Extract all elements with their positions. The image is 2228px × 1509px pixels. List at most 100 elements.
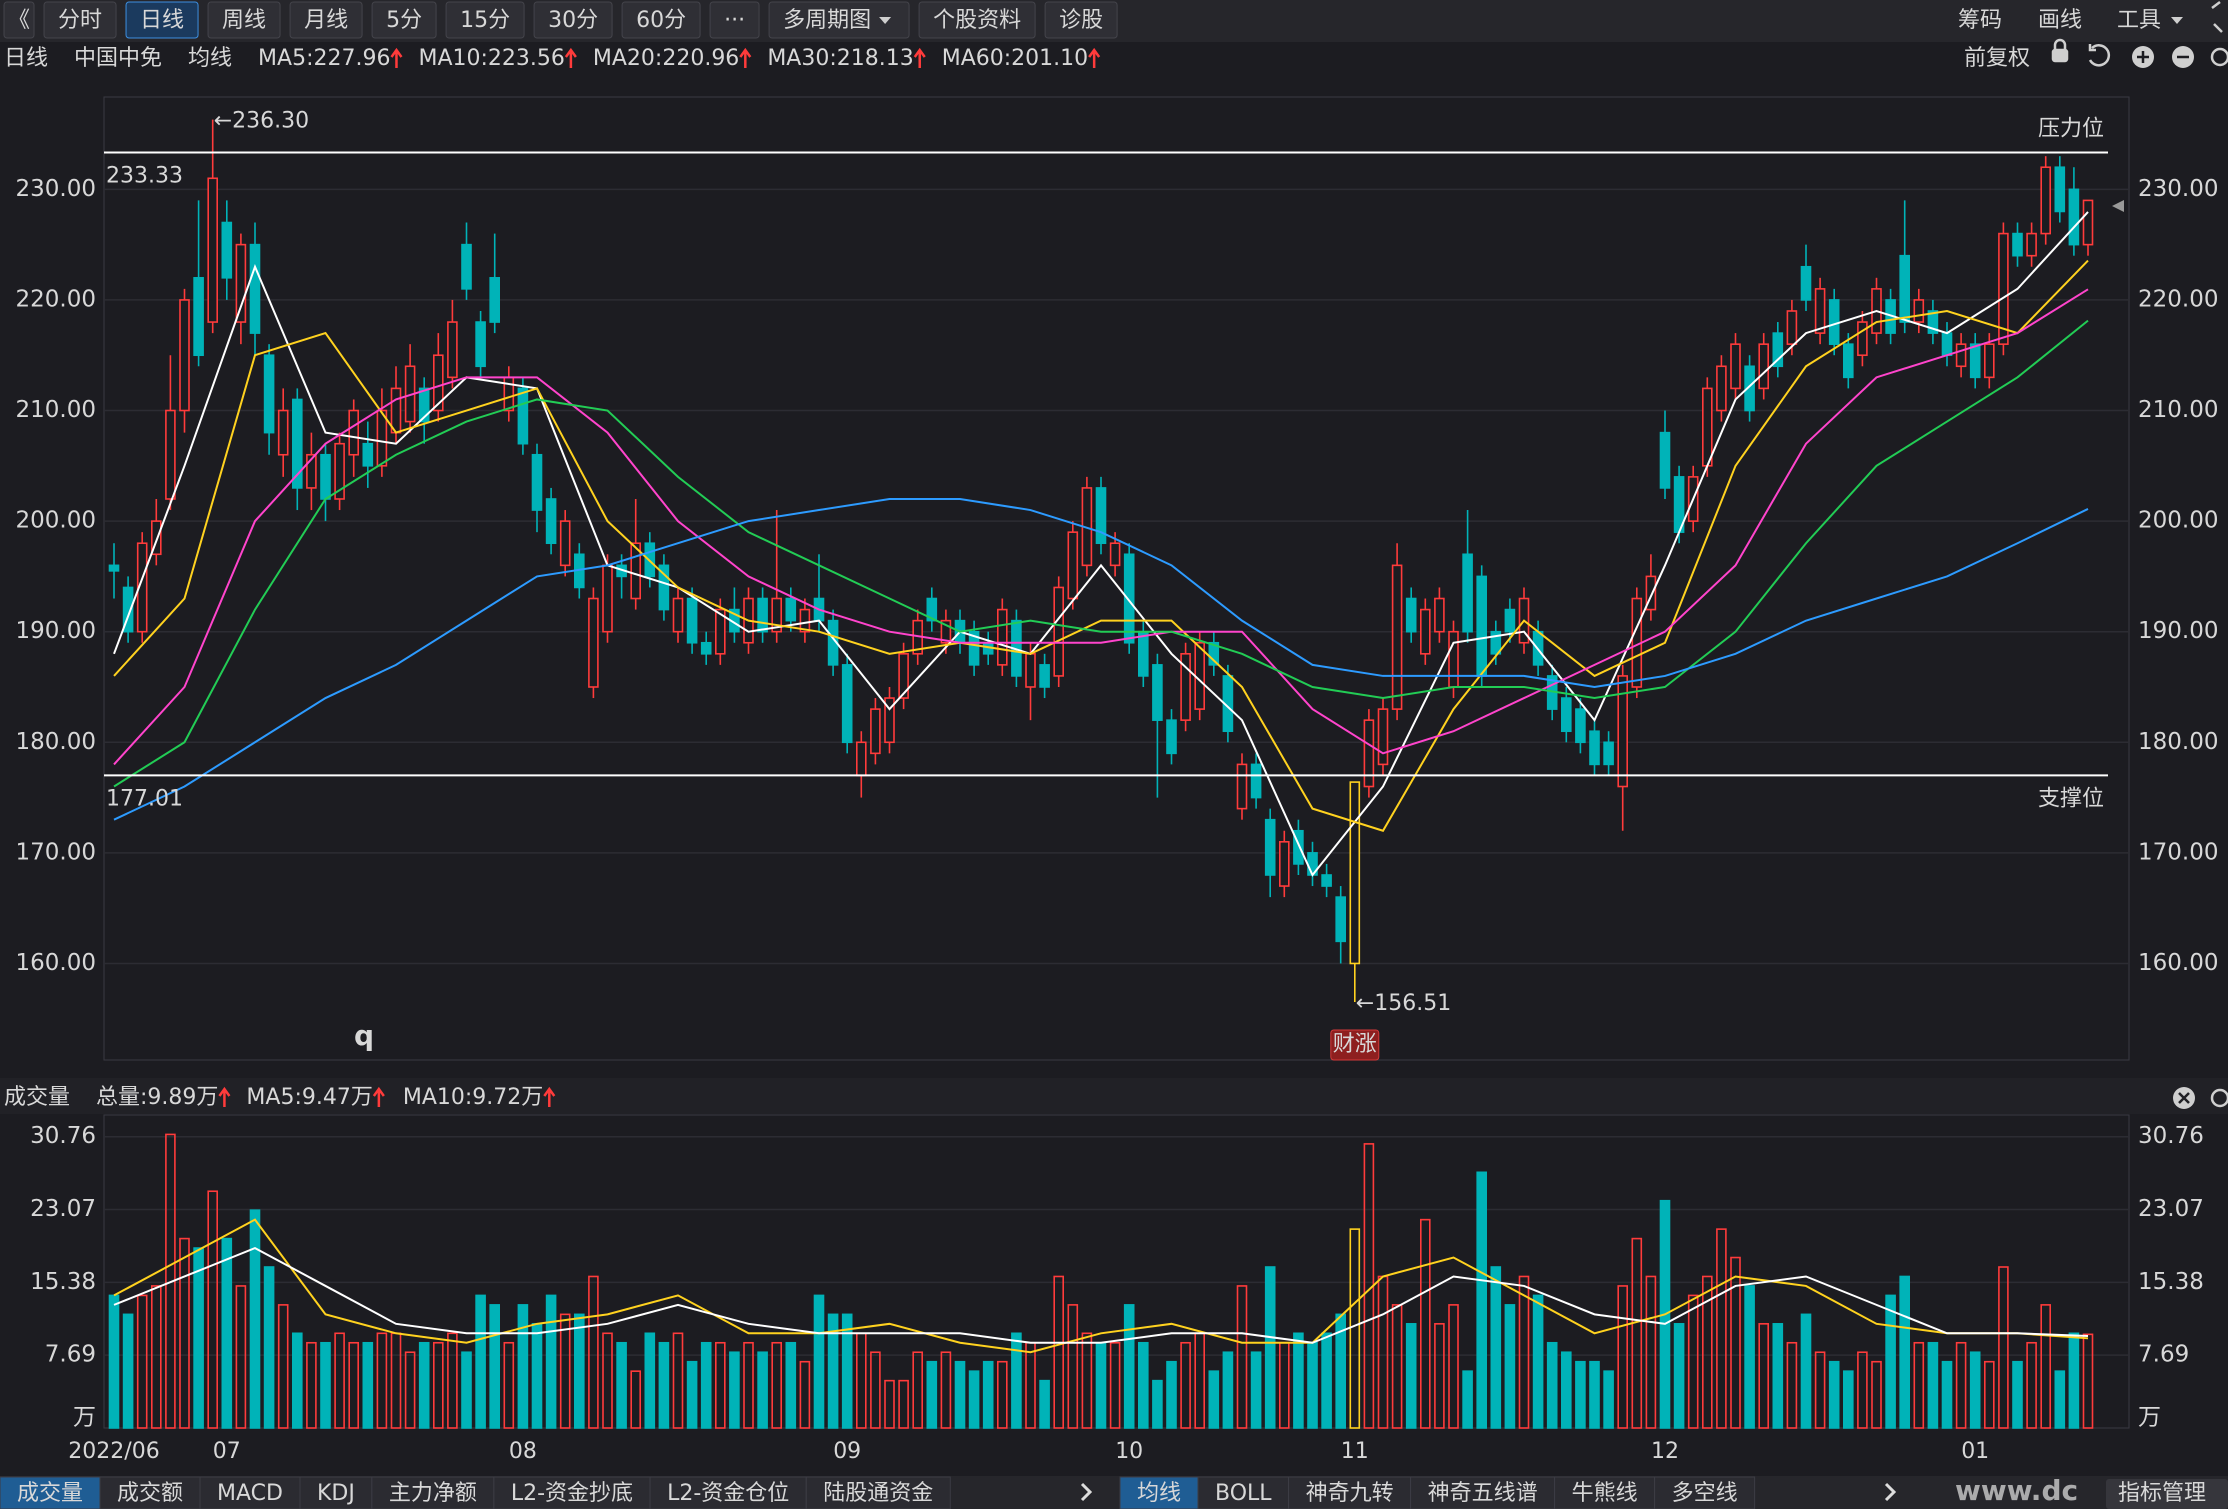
indicator-tab-label: 均线 bbox=[1137, 1481, 1181, 1506]
ma-line bbox=[113, 319, 2089, 788]
y-tick-label-right: 170.00 bbox=[2138, 839, 2218, 865]
volume-bar bbox=[1969, 1351, 1981, 1429]
y-tick-label: 210.00 bbox=[16, 397, 96, 423]
toolbar-tool[interactable]: 工具 bbox=[2117, 8, 2161, 33]
indicator-tab[interactable] bbox=[1410, 1476, 1556, 1509]
x-tick-label: 09 bbox=[833, 1439, 861, 1464]
volume-bar bbox=[1109, 1341, 1121, 1429]
indicator-tab[interactable] bbox=[99, 1476, 201, 1509]
toolbar-button-label: 15分 bbox=[460, 8, 510, 33]
y-tick-label-right: 7.69 bbox=[2138, 1342, 2189, 1368]
volume-bar bbox=[1208, 1370, 1220, 1429]
volume-bar bbox=[193, 1247, 204, 1429]
toolbar-button[interactable] bbox=[768, 1, 910, 39]
volume-bar bbox=[1420, 1218, 1431, 1429]
dropdown-arrow bbox=[2171, 17, 2183, 24]
y-tick-label: 23.07 bbox=[30, 1196, 96, 1222]
volume-bar bbox=[1603, 1370, 1614, 1429]
lock-icon[interactable] bbox=[2051, 48, 2069, 63]
indicator-tab[interactable] bbox=[1288, 1476, 1412, 1509]
toolbar-button[interactable] bbox=[43, 1, 117, 39]
y-tick-label: 170.00 bbox=[16, 839, 96, 865]
indicator-tab[interactable] bbox=[493, 1476, 651, 1509]
toolbar-button[interactable] bbox=[1044, 1, 1118, 39]
indicator-tab[interactable] bbox=[805, 1476, 951, 1509]
candle-body bbox=[1828, 299, 1840, 345]
volume-bar bbox=[235, 1285, 247, 1429]
volume-bar bbox=[1687, 1294, 1699, 1429]
indicator-tab[interactable] bbox=[0, 1476, 101, 1509]
volume-bar bbox=[968, 1370, 980, 1429]
x-tick-label: 11 bbox=[1341, 1439, 1369, 1464]
volume-bar bbox=[1843, 1370, 1854, 1429]
y-tick-label-right: 220.00 bbox=[2138, 286, 2218, 312]
toolbar-button[interactable] bbox=[709, 1, 760, 39]
volume-bar bbox=[1236, 1285, 1248, 1429]
y-tick-label: 190.00 bbox=[16, 618, 96, 644]
indicator-manage-button[interactable] bbox=[2106, 1479, 2228, 1509]
ma-title: 均线 bbox=[188, 46, 232, 71]
volume-bar bbox=[1645, 1275, 1657, 1429]
toolbar-button[interactable] bbox=[445, 1, 525, 39]
indicator-tab[interactable] bbox=[1197, 1476, 1290, 1509]
volume-bar bbox=[545, 1294, 557, 1429]
toolbar-button[interactable] bbox=[207, 1, 281, 39]
toolbar-button[interactable] bbox=[371, 1, 437, 39]
toolbar-button[interactable] bbox=[621, 1, 701, 39]
volume-bar bbox=[1744, 1285, 1755, 1429]
volume-settings-icon[interactable] bbox=[2210, 1088, 2228, 1108]
toolbar-button[interactable] bbox=[125, 1, 199, 39]
volume-bar bbox=[517, 1304, 529, 1429]
toolbar-button-label: 月线 bbox=[304, 8, 348, 33]
volume-bar bbox=[1293, 1332, 1304, 1429]
candle-body bbox=[757, 597, 768, 633]
toolbar-tool[interactable]: 筹码 bbox=[1958, 8, 2002, 33]
toolbar-button[interactable] bbox=[289, 1, 363, 39]
candle-body bbox=[1462, 553, 1473, 633]
candle-body bbox=[475, 321, 486, 368]
toolbar-button-label: 多周期图 bbox=[783, 8, 871, 33]
ma-legend: MA30:218.13 bbox=[767, 46, 913, 71]
candle-body bbox=[489, 277, 501, 323]
toolbar-button[interactable] bbox=[918, 1, 1036, 39]
adjust-mode[interactable]: 前复权 bbox=[1964, 46, 2030, 71]
trend-arrow bbox=[564, 47, 577, 68]
ma-line bbox=[113, 259, 2089, 832]
volume-ma-line bbox=[113, 1246, 2089, 1344]
candle-body bbox=[1645, 575, 1657, 611]
indicator-tab[interactable] bbox=[371, 1476, 495, 1509]
y-tick-label-right: 200.00 bbox=[2138, 508, 2218, 534]
volume-bar bbox=[1941, 1360, 1953, 1429]
toolbar-button[interactable] bbox=[533, 1, 613, 39]
indicator-tab[interactable] bbox=[1654, 1476, 1756, 1509]
candle-body bbox=[1152, 664, 1163, 721]
indicator-tab[interactable] bbox=[1119, 1476, 1199, 1509]
y-tick-label-right: 160.00 bbox=[2138, 950, 2218, 976]
level-name: 支撑位 bbox=[2038, 786, 2104, 811]
expand-icon[interactable] bbox=[2211, 1, 2223, 33]
toolbar-button-label: 诊股 bbox=[1059, 8, 1103, 33]
y-tick-label: 160.00 bbox=[16, 950, 96, 976]
indicator-tab[interactable] bbox=[649, 1476, 807, 1509]
candle-body bbox=[235, 243, 247, 323]
close-cross bbox=[2178, 1092, 2190, 1104]
x-tick-label: 12 bbox=[1651, 1439, 1679, 1464]
toolbar-button[interactable] bbox=[3, 1, 35, 39]
candle-body bbox=[686, 597, 698, 644]
volume-bar bbox=[1955, 1341, 1967, 1429]
candle-body bbox=[165, 409, 176, 500]
volume-bar bbox=[827, 1313, 839, 1429]
volume-bar bbox=[1716, 1228, 1727, 1429]
settings-icon[interactable] bbox=[2210, 47, 2228, 67]
volume-bar bbox=[1786, 1341, 1798, 1429]
event-badge-label: 财涨 bbox=[1333, 1032, 1377, 1057]
candle-body bbox=[2040, 166, 2051, 235]
candle-body bbox=[1758, 343, 1769, 390]
toolbar-tool[interactable]: 画线 bbox=[2038, 8, 2082, 33]
volume-bar bbox=[771, 1341, 783, 1429]
event-badge[interactable] bbox=[1330, 1029, 1380, 1061]
tab-scroll-arrows[interactable] bbox=[1080, 1482, 1897, 1502]
undo-icon[interactable] bbox=[2088, 44, 2111, 67]
volume-bar bbox=[1152, 1379, 1163, 1429]
toolbar-button-label: 周线 bbox=[222, 8, 266, 33]
